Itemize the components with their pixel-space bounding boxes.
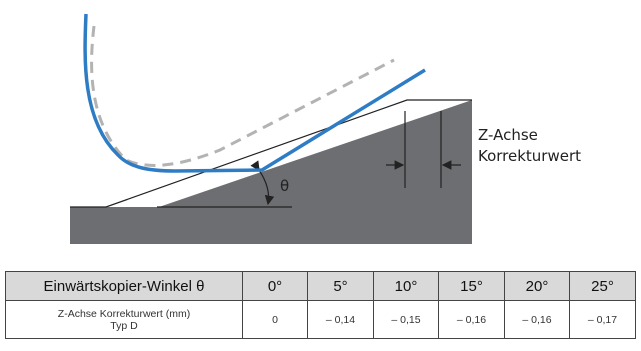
value-cell: 0 — [242, 300, 308, 339]
z-axis-label-line2: Korrekturwert — [478, 147, 581, 165]
correction-table: Einwärtskopier-Winkel θ 0° 5° 10° 15° 20… — [5, 271, 636, 339]
row-label-line2: Typ D — [110, 319, 138, 332]
angle-header-cell: 15° — [438, 271, 505, 301]
value-cell: – 0,15 — [373, 300, 439, 339]
value-cell: – 0,14 — [307, 300, 374, 339]
angle-header-cell: 0° — [242, 271, 308, 301]
row-label-line1: Z-Achse Korrekturwert (mm) — [57, 307, 191, 320]
copy-angle-diagram: θ Z-Achse Korrekturwert — [70, 13, 581, 244]
angle-header-label: Einwärtskopier-Winkel θ — [5, 271, 243, 301]
table-row: Z-Achse Korrekturwert (mm) Typ D 0 – 0,1… — [5, 300, 636, 339]
angle-arc — [250, 160, 275, 206]
angle-header-cell: 5° — [307, 271, 374, 301]
table-header-row: Einwärtskopier-Winkel θ 0° 5° 10° 15° 20… — [5, 271, 636, 301]
workpiece-body — [70, 100, 472, 244]
value-cell: – 0,17 — [569, 300, 636, 339]
reference-tool-path — [90, 25, 395, 167]
row-label: Z-Achse Korrekturwert (mm) Typ D — [5, 300, 243, 339]
offset-profile-line — [70, 99, 472, 208]
value-cell: – 0,16 — [504, 300, 570, 339]
angle-label: θ — [280, 177, 289, 195]
z-axis-label-line1: Z-Achse — [478, 126, 538, 144]
angle-header-cell: 25° — [569, 271, 636, 301]
value-cell: – 0,16 — [438, 300, 505, 339]
compensated-tool-path — [83, 13, 426, 173]
angle-header-cell: 10° — [373, 271, 439, 301]
angle-header-cell: 20° — [504, 271, 570, 301]
